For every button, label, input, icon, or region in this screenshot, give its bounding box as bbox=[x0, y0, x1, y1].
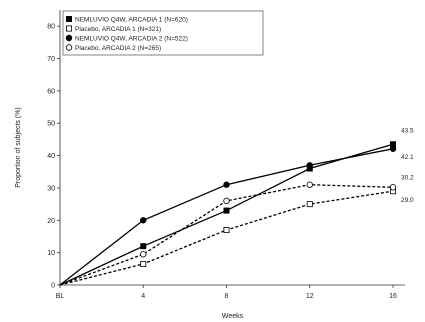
x-tick-label: 8 bbox=[225, 293, 229, 300]
data-point bbox=[306, 162, 313, 169]
data-point bbox=[223, 197, 230, 205]
legend-item: NEMLUVIO Q4W, ARCADIA 1 (N=620) bbox=[66, 15, 188, 23]
series-line bbox=[59, 143, 394, 286]
data-point bbox=[223, 226, 230, 233]
y-tick-label: 50 bbox=[47, 121, 55, 128]
series-line bbox=[59, 190, 394, 286]
series-4 bbox=[59, 181, 397, 286]
y-tick-label: 80 bbox=[47, 24, 55, 31]
y-tick-label: 20 bbox=[47, 218, 55, 225]
x-tick-label: 12 bbox=[306, 293, 314, 300]
chart-axes bbox=[59, 10, 405, 286]
data-point bbox=[223, 207, 230, 214]
series-3 bbox=[59, 145, 397, 286]
legend-marker bbox=[66, 25, 73, 32]
end-value-label: 29.0 bbox=[401, 197, 414, 204]
x-tick-label: 16 bbox=[389, 293, 397, 300]
data-point bbox=[223, 181, 230, 188]
y-tick-label: 70 bbox=[47, 56, 55, 63]
end-value-label: 42.1 bbox=[401, 154, 414, 161]
y-tick-label: 60 bbox=[47, 88, 55, 95]
x-axis-title: Weeks bbox=[222, 313, 244, 320]
x-tick-label: BL bbox=[56, 293, 65, 300]
y-tick-label: 10 bbox=[47, 250, 55, 257]
legend-marker bbox=[66, 15, 73, 22]
legend-item: Placebo, ARCADIA 2 (N=265) bbox=[65, 44, 161, 52]
legend-label: NEMLUVIO Q4W, ARCADIA 2 (N=522) bbox=[75, 35, 188, 42]
end-value-label: 30.2 bbox=[401, 174, 414, 181]
series-2 bbox=[59, 188, 396, 286]
data-point bbox=[140, 260, 147, 267]
data-point bbox=[140, 243, 147, 250]
y-axis-title: Proportion of subjects (%) bbox=[15, 107, 22, 188]
data-point bbox=[389, 145, 397, 152]
chart-legend: NEMLUVIO Q4W, ARCADIA 1 (N=620) Placebo, … bbox=[62, 10, 264, 56]
legend-marker bbox=[65, 34, 73, 42]
y-tick-label: 0 bbox=[51, 283, 55, 290]
legend-label: Placebo, ARCADIA 1 (N=321) bbox=[75, 26, 161, 33]
legend-item: NEMLUVIO Q4W, ARCADIA 2 (N=522) bbox=[65, 34, 188, 42]
data-point bbox=[389, 184, 397, 191]
x-tick-label: 4 bbox=[141, 293, 145, 300]
data-point bbox=[306, 181, 313, 188]
data-point bbox=[306, 201, 313, 208]
data-point bbox=[140, 217, 147, 224]
legend-label: Placebo, ARCADIA 2 (N=265) bbox=[75, 45, 161, 52]
y-tick-label: 30 bbox=[47, 185, 55, 192]
end-value-label: 43.5 bbox=[401, 127, 414, 134]
legend-label: NEMLUVIO Q4W, ARCADIA 1 (N=620) bbox=[75, 16, 188, 23]
legend-marker bbox=[65, 44, 73, 51]
series-line bbox=[59, 148, 394, 286]
y-tick-label: 40 bbox=[47, 153, 55, 160]
legend-item: Placebo, ARCADIA 1 (N=321) bbox=[66, 25, 161, 33]
data-point bbox=[140, 251, 147, 258]
legend-box bbox=[62, 10, 264, 56]
series-1 bbox=[59, 141, 396, 286]
